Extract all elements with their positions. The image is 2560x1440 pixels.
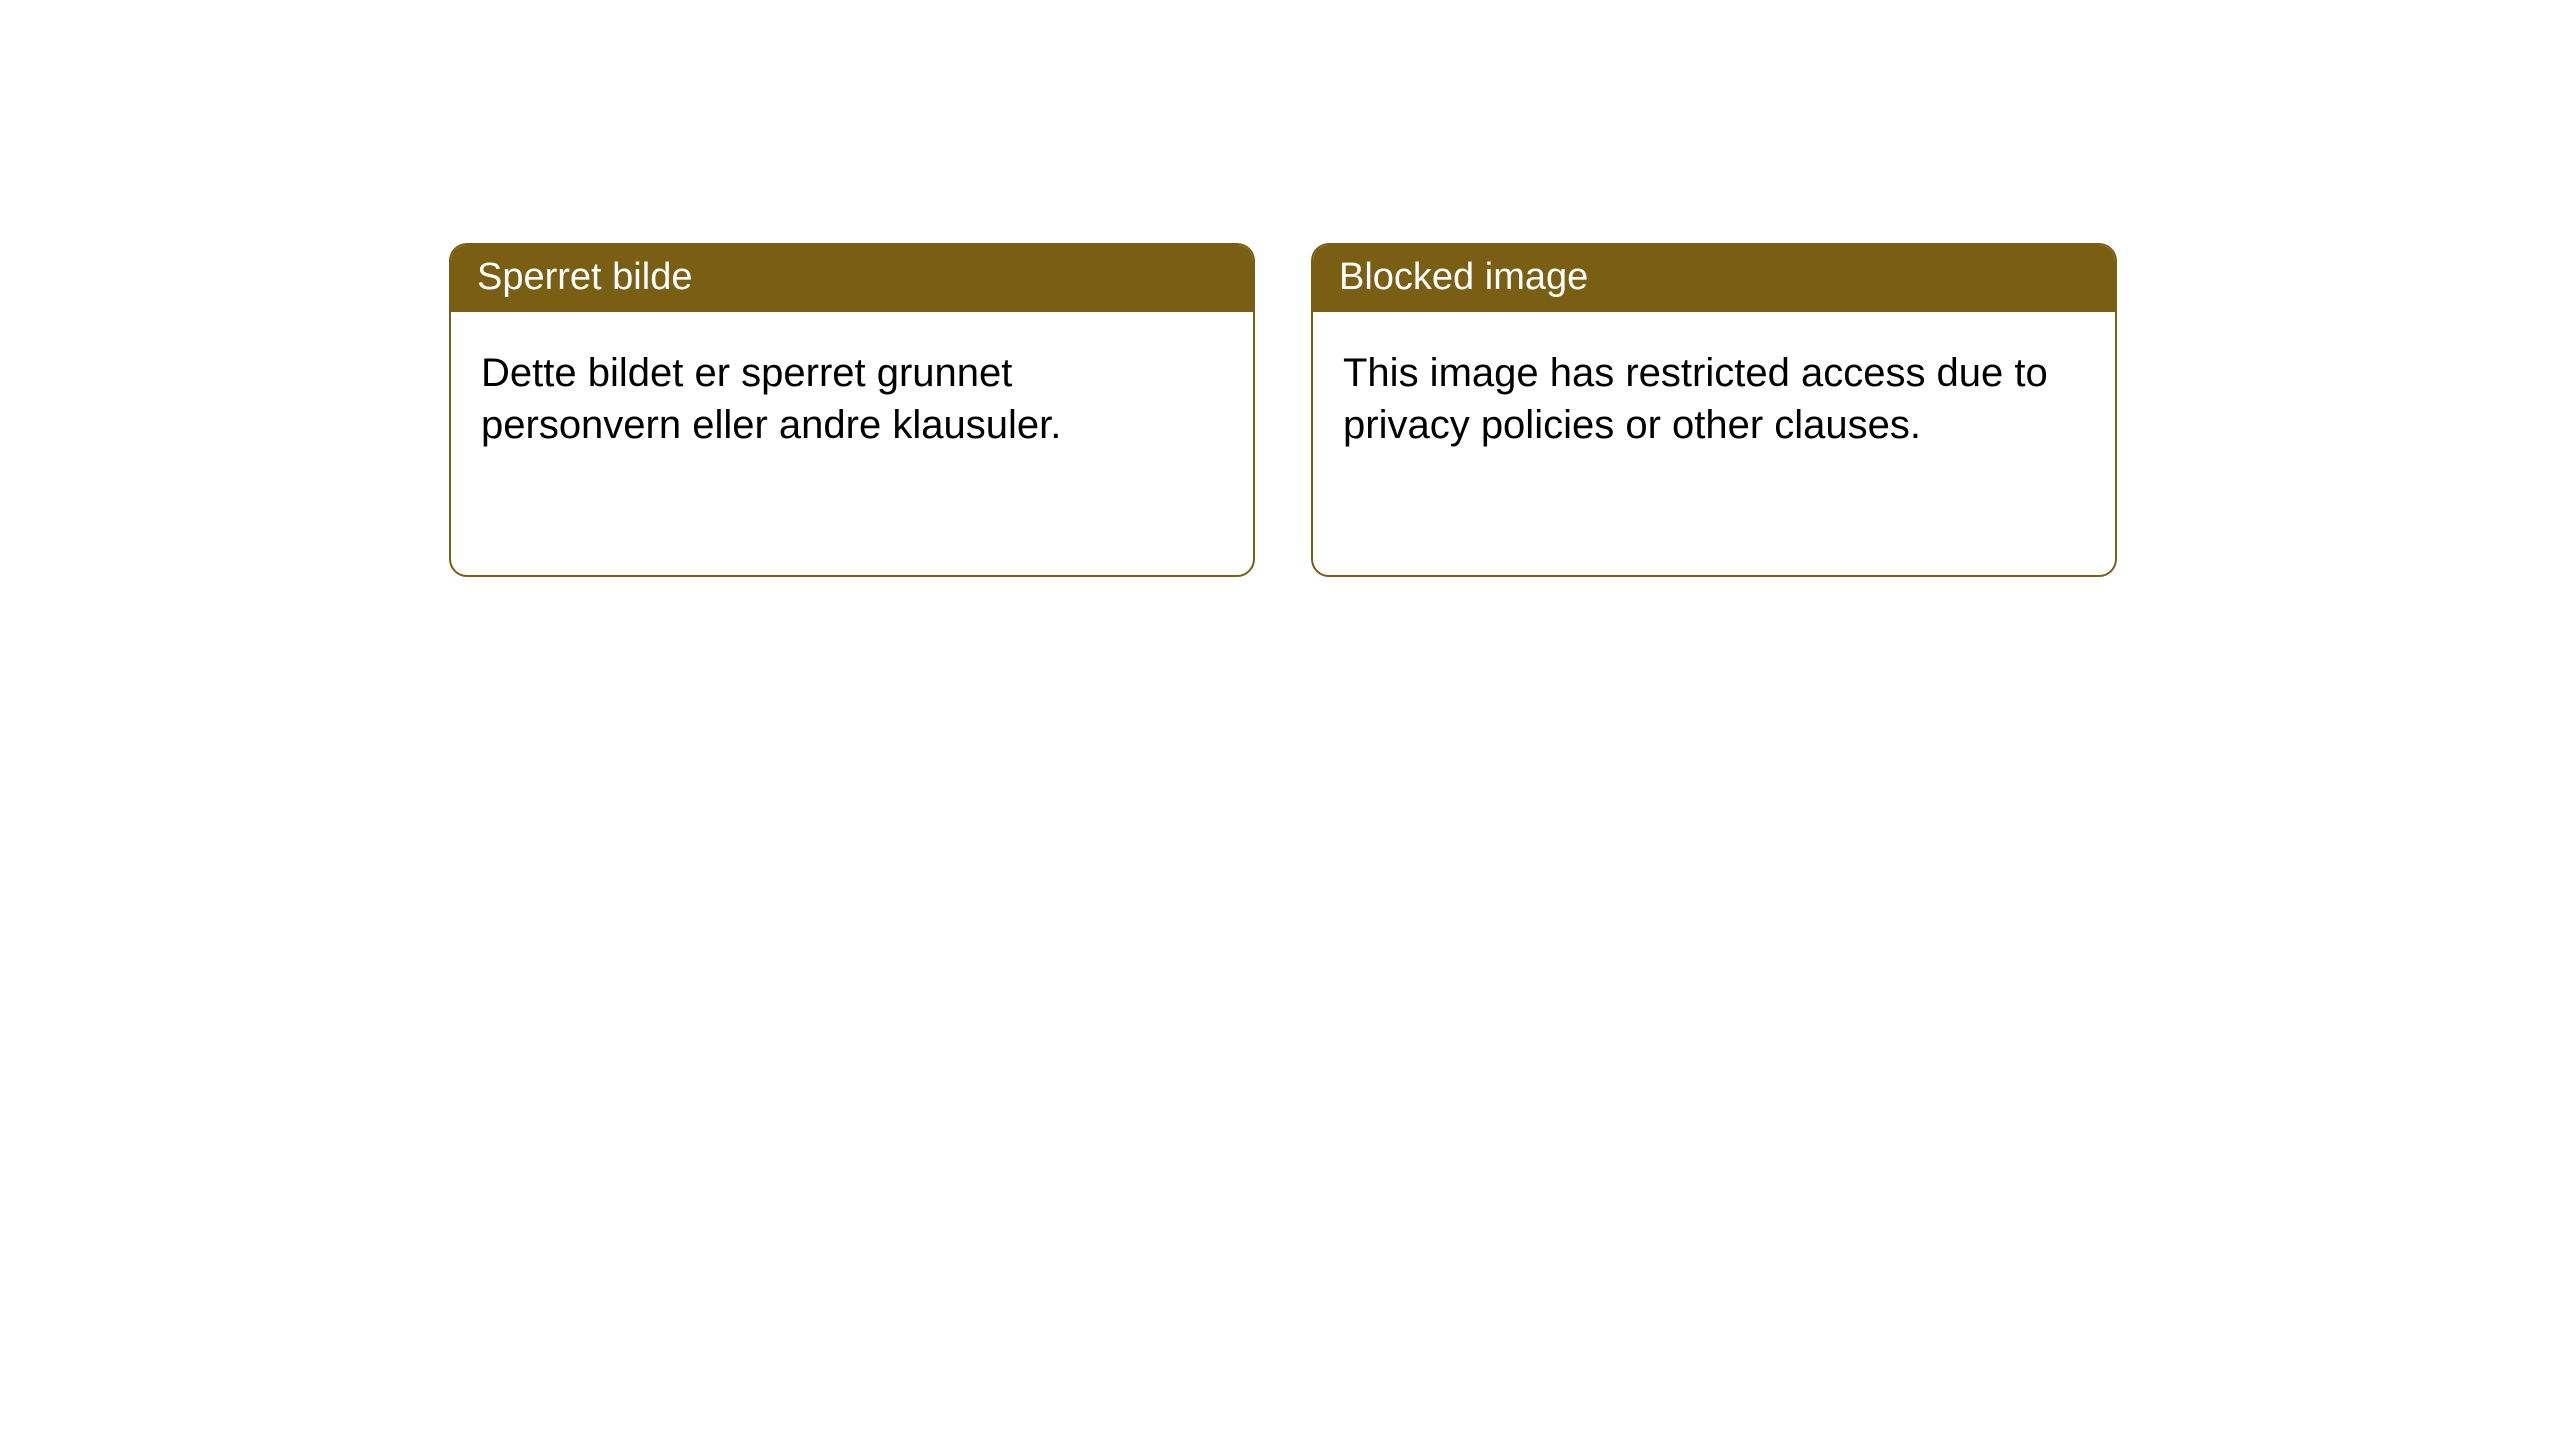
card-title: Sperret bilde [477,256,692,298]
card-header: Blocked image [1313,245,2115,312]
notice-card-norwegian: Sperret bilde Dette bildet er sperret gr… [449,243,1255,577]
notice-container: Sperret bilde Dette bildet er sperret gr… [0,0,2560,577]
card-header: Sperret bilde [451,245,1253,312]
card-body: This image has restricted access due to … [1313,312,2115,480]
card-message: This image has restricted access due to … [1343,351,2048,446]
card-title: Blocked image [1339,256,1588,298]
card-body: Dette bildet er sperret grunnet personve… [451,312,1253,480]
card-message: Dette bildet er sperret grunnet personve… [481,351,1061,446]
notice-card-english: Blocked image This image has restricted … [1311,243,2117,577]
